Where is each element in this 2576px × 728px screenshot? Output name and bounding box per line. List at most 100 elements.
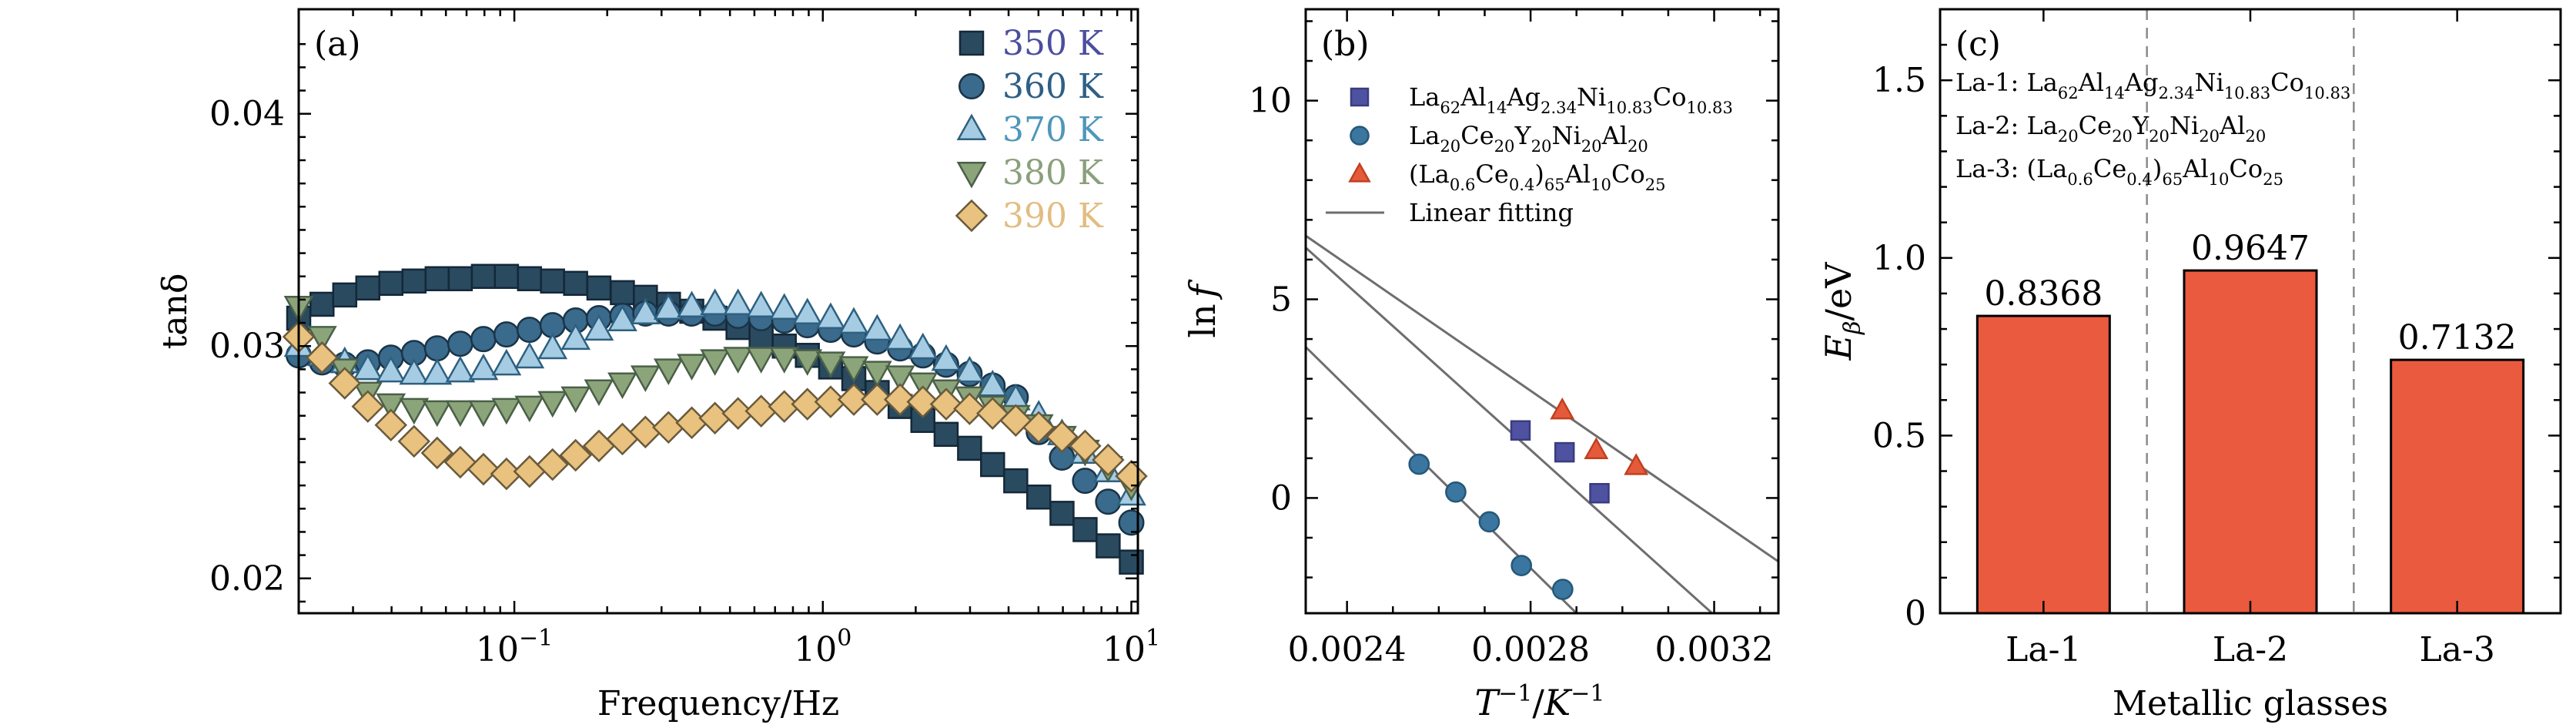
annotation-text: La-2: La20Ce20Y20Ni20Al20: [1955, 111, 2266, 146]
data-point: [493, 321, 520, 348]
y-tick-label: 0.02: [209, 559, 285, 599]
data-point: [885, 323, 915, 351]
panel-b-data-markers: [1408, 397, 1649, 600]
data-point: [630, 297, 661, 325]
data-point: [630, 365, 661, 392]
formula-subscript: 2.34: [1541, 98, 1577, 117]
data-point: [931, 344, 962, 371]
data-point: [537, 391, 568, 418]
data-point: [584, 314, 614, 341]
data-point: [306, 326, 337, 353]
legend-label: Linear fitting: [1409, 198, 1574, 227]
formula-element: Ni: [1577, 82, 1606, 112]
data-point: [1624, 453, 1649, 475]
legend-marker: [1348, 162, 1371, 183]
panel-a-label: (a): [314, 25, 361, 64]
data-point: [1551, 579, 1574, 600]
data-point: [815, 351, 846, 378]
data-point: [815, 302, 846, 330]
data-point: [792, 349, 823, 376]
data-point: [1445, 481, 1467, 503]
panel-b-xlabel: T−1/K−1: [1474, 680, 1604, 723]
formula-subscript: 20: [2245, 126, 2266, 146]
formula-element: Co: [2270, 68, 2304, 97]
y-tick-label: 0.5: [1872, 416, 1926, 455]
formula-element: Al: [1564, 159, 1591, 189]
formula-element: Ce: [1460, 121, 1494, 150]
bar-value-label: 0.8368: [1984, 274, 2103, 314]
formula-element: La: [1409, 82, 1440, 112]
data-point: [1478, 511, 1500, 533]
y-tick-label: 0.03: [209, 327, 285, 366]
y-tick-label: 5: [1270, 280, 1292, 320]
formula-subscript: 65: [2162, 169, 2183, 189]
legend-label: 370 K: [1002, 110, 1104, 149]
data-point: [467, 452, 500, 486]
data-point: [977, 369, 1008, 397]
legend-label: 390 K: [1002, 196, 1104, 236]
tick-exponent: 0: [837, 625, 851, 652]
formula-element: La: [2026, 111, 2057, 140]
y-tick-label: 1.5: [1872, 61, 1926, 100]
panel-c-ylabel: Eβ/eV: [1818, 262, 1866, 361]
data-point: [374, 408, 408, 442]
data-point: [355, 275, 381, 301]
legend-marker: [955, 199, 989, 233]
fit-line: [1306, 234, 1778, 563]
data-point: [378, 270, 404, 297]
data-point: [1584, 437, 1609, 459]
formula-subscript: 20: [2058, 126, 2079, 146]
data-point: [653, 293, 684, 320]
data-point: [353, 353, 383, 381]
formula-element: Al: [1460, 82, 1486, 112]
data-point: [447, 330, 473, 357]
annotation-text: La-3: (La0.6Ce0.4)65Al10Co25: [1955, 154, 2283, 189]
formula-subscript: 10.83: [2224, 83, 2270, 102]
data-point: [1095, 488, 1122, 515]
formula-subscript: 65: [1544, 175, 1565, 194]
legend-marker: [1350, 87, 1370, 107]
data-point: [607, 372, 637, 400]
legend-marker: [956, 113, 987, 140]
formula-subscript: 25: [1645, 175, 1666, 194]
tick-base: 10: [476, 630, 519, 669]
x-tick-label: La-3: [2420, 630, 2495, 669]
data-point: [536, 448, 569, 481]
formula-element: ): [2153, 154, 2162, 183]
formula-subscript: 10.83: [1606, 98, 1652, 117]
formula-subscript: 20: [2199, 126, 2220, 146]
annotation-key: La-3:: [1955, 154, 2026, 183]
x-tick-label: La-2: [2213, 630, 2288, 669]
formula-subscript: 20: [2112, 126, 2133, 146]
data-point: [445, 355, 476, 383]
panel-c-ticks: 0 0.5 1.0 1.5 La-1 La-2 La-3: [1872, 9, 2561, 669]
data-point: [517, 266, 543, 292]
data-point: [420, 436, 454, 470]
legend-marker: [956, 162, 987, 189]
data-point: [401, 268, 427, 294]
data-point: [700, 288, 731, 315]
data-point: [908, 332, 938, 360]
formula-element: Y: [2132, 111, 2149, 140]
data-point: [610, 280, 635, 306]
data-point: [885, 365, 915, 392]
data-point: [309, 291, 335, 317]
x-tick-label: 0.0032: [1655, 630, 1774, 669]
legend-marker: [1350, 126, 1370, 146]
y-tick-label: 0: [1270, 478, 1292, 518]
data-point: [933, 421, 959, 448]
formula-subscript: 62: [1440, 98, 1460, 117]
formula-element: Al: [2078, 68, 2104, 97]
data-point: [399, 357, 430, 385]
formula-element: Co: [2229, 154, 2263, 183]
tick-base: 10: [794, 630, 837, 669]
data-point: [677, 354, 707, 381]
legend-label: La62Al14Ag2.34Ni10.83Co10.83: [1409, 82, 1733, 117]
data-point: [399, 398, 430, 425]
formula-element: La: [1409, 121, 1440, 150]
formula-element: (La: [1409, 159, 1450, 189]
data-point: [677, 290, 707, 317]
data-point: [1025, 484, 1052, 510]
formula-subscript: 0.4: [2126, 169, 2153, 189]
